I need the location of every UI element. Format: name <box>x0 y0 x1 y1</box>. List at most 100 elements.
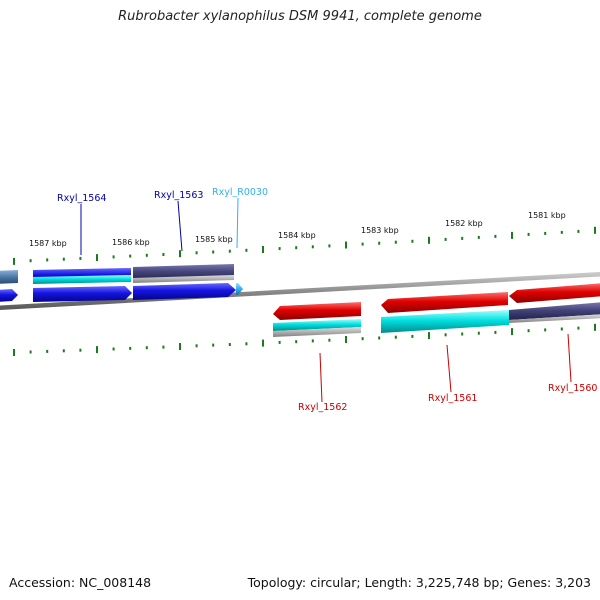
gene-rxyl-r0030-arrow <box>236 283 243 295</box>
tick-mark <box>29 259 32 263</box>
tick-mark <box>46 349 49 353</box>
leader-rxyl-1563 <box>177 200 183 252</box>
tick-mark <box>461 236 464 240</box>
forward-strand-genes <box>0 264 243 302</box>
upper-tick-track <box>13 226 596 265</box>
gene-rxyl-1564-cds <box>33 275 131 284</box>
tick-mark <box>195 344 198 348</box>
tick-mark <box>295 340 298 344</box>
leader-rxyl-r0030 <box>236 197 239 249</box>
tick-mark <box>62 349 65 353</box>
tick-mark <box>79 348 82 352</box>
tick-mark <box>145 253 148 257</box>
tick-mark <box>228 249 231 253</box>
tick-mark <box>345 336 347 343</box>
tick-mark <box>129 346 132 350</box>
leader-rxyl-1562 <box>319 352 323 403</box>
tick-mark <box>494 234 497 238</box>
tick-mark <box>195 251 198 255</box>
genome-summary-text: Topology: circular; Length: 3,225,748 bp… <box>247 575 591 590</box>
gene-partial-left-arrow <box>0 289 18 302</box>
gene-rxyl-1560-feature <box>509 302 600 320</box>
tick-mark <box>112 255 115 259</box>
tick-mark <box>411 334 414 338</box>
tick-mark <box>262 339 264 347</box>
tick-mark <box>428 332 430 340</box>
tick-mark <box>328 244 331 248</box>
tick-mark <box>13 349 15 356</box>
tick-mark <box>560 327 563 331</box>
tick-mark <box>212 343 215 347</box>
tick-label-1584: 1584 kbp <box>278 231 316 240</box>
gene-labels: Rxyl_1564 Rxyl_1563 Rxyl_R0030 Rxyl_1562… <box>57 187 597 413</box>
tick-mark <box>145 346 148 350</box>
genome-backbone <box>0 272 600 310</box>
tick-mark <box>461 332 464 336</box>
gene-rxyl-1563-cds-shadow <box>133 275 234 283</box>
tick-mark <box>361 242 364 246</box>
gene-rxyl-1561-arrow <box>381 292 508 313</box>
tick-mark <box>577 229 580 233</box>
tick-mark <box>262 246 264 253</box>
gene-steel-partial <box>0 270 18 284</box>
tick-mark <box>444 237 447 241</box>
tick-mark <box>511 231 513 239</box>
tick-mark <box>378 241 381 245</box>
tick-mark <box>577 326 580 330</box>
tick-mark <box>311 339 314 343</box>
gene-rxyl-1561-feature <box>381 310 509 333</box>
tick-mark <box>544 231 547 235</box>
tick-mark <box>162 345 165 349</box>
label-rxyl-r0030: Rxyl_R0030 <box>212 187 268 198</box>
tick-mark <box>278 247 281 251</box>
gene-rxyl-1564-arrow <box>33 286 132 302</box>
tick-mark <box>361 337 364 341</box>
tick-mark <box>411 239 414 243</box>
tick-mark <box>394 335 397 339</box>
tick-mark <box>245 342 248 346</box>
tick-mark <box>527 232 530 236</box>
tick-mark <box>278 340 281 344</box>
tick-mark <box>295 246 298 250</box>
tick-mark <box>79 256 82 260</box>
tick-mark <box>162 253 165 256</box>
tick-mark <box>378 336 381 340</box>
label-rxyl-1564: Rxyl_1564 <box>57 193 106 204</box>
label-rxyl-1561: Rxyl_1561 <box>428 393 477 404</box>
leader-rxyl-1561 <box>446 344 452 393</box>
accession-text: Accession: NC_008148 <box>9 575 152 590</box>
tick-mark <box>544 328 547 332</box>
tick-label-1585: 1585 kbp <box>195 235 233 244</box>
tick-mark <box>212 250 215 254</box>
tick-label-1581: 1581 kbp <box>528 211 566 220</box>
tick-mark <box>245 248 248 252</box>
tick-mark <box>96 254 98 262</box>
tick-mark <box>477 235 480 239</box>
tick-mark <box>444 333 447 337</box>
tick-mark <box>394 240 397 244</box>
tick-mark <box>511 328 513 336</box>
tick-label-1586: 1586 kbp <box>112 238 150 247</box>
tick-mark <box>345 241 347 249</box>
gene-rxyl-1562-shadow <box>273 327 361 337</box>
tick-label-1587: 1587 kbp <box>29 239 67 248</box>
gene-rxyl-1560-arrow <box>509 283 600 303</box>
tick-mark <box>62 257 65 261</box>
tick-mark <box>311 245 314 249</box>
tick-mark <box>594 323 596 331</box>
gene-rxyl-1562-arrow <box>273 302 361 320</box>
tick-mark <box>228 343 231 346</box>
reverse-strand-genes <box>273 283 600 337</box>
tick-mark <box>129 254 132 258</box>
gene-rxyl-1560-shadow <box>509 314 600 323</box>
tick-mark <box>13 257 15 265</box>
label-rxyl-1560: Rxyl_1560 <box>548 383 597 394</box>
tick-mark <box>560 230 563 234</box>
tick-mark <box>112 347 115 351</box>
tick-mark <box>179 250 181 258</box>
gene-rxyl-1563-arrow <box>133 283 236 300</box>
tick-mark <box>477 331 480 335</box>
tick-mark <box>527 329 530 333</box>
genome-title: Rubrobacter xylanophilus DSM 9941, compl… <box>118 9 482 24</box>
